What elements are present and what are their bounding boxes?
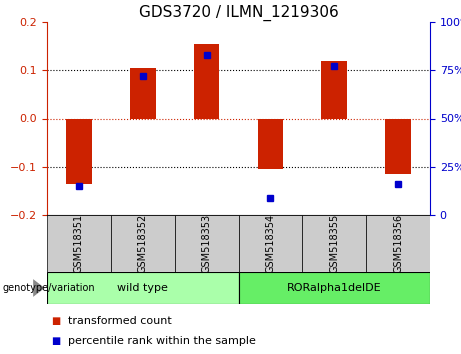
Bar <box>66 119 92 184</box>
Text: percentile rank within the sample: percentile rank within the sample <box>68 336 255 346</box>
Bar <box>385 119 411 174</box>
Text: GSM518355: GSM518355 <box>329 214 339 273</box>
Text: genotype/variation: genotype/variation <box>2 283 95 293</box>
Text: GSM518353: GSM518353 <box>201 214 212 273</box>
Text: GSM518352: GSM518352 <box>138 214 148 273</box>
Text: ■: ■ <box>52 336 61 346</box>
Text: GSM518356: GSM518356 <box>393 214 403 273</box>
Bar <box>47 215 111 272</box>
Text: GSM518354: GSM518354 <box>266 214 275 273</box>
Text: wild type: wild type <box>117 283 168 293</box>
Text: GSM518351: GSM518351 <box>74 214 84 273</box>
Bar <box>47 272 238 304</box>
Text: RORalpha1delDE: RORalpha1delDE <box>287 283 382 293</box>
Bar <box>111 215 175 272</box>
Text: ■: ■ <box>52 316 61 326</box>
Bar <box>238 215 302 272</box>
Bar <box>366 215 430 272</box>
Bar <box>194 44 219 119</box>
Text: transformed count: transformed count <box>68 316 171 326</box>
Bar <box>302 215 366 272</box>
Bar <box>238 272 430 304</box>
Bar <box>258 119 283 169</box>
Title: GDS3720 / ILMN_1219306: GDS3720 / ILMN_1219306 <box>139 5 338 21</box>
Bar <box>175 215 238 272</box>
Bar <box>321 61 347 119</box>
Bar <box>130 68 155 119</box>
